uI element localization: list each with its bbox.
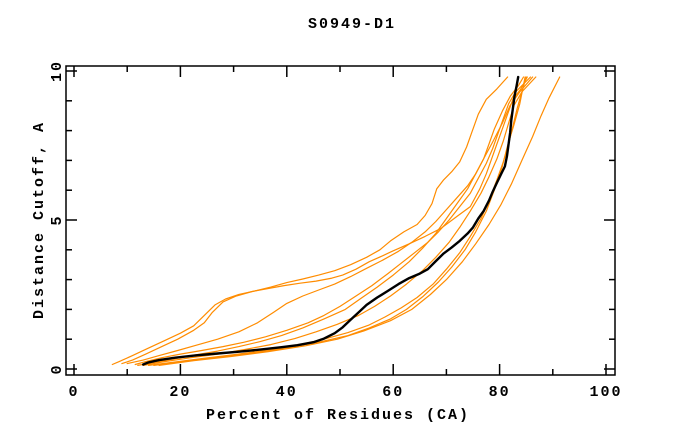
axis-ticks (66, 66, 615, 375)
series-line-reference-8 (153, 76, 526, 366)
y-tick-label: 10 (49, 60, 66, 82)
x-tick-label: 80 (489, 384, 511, 401)
x-tick-label: 40 (276, 384, 298, 401)
y-axis-label: Distance Cutoff, A (31, 121, 48, 319)
series-line-model-black (141, 75, 520, 366)
series-line-reference-9 (158, 76, 561, 366)
x-tick-label: 0 (68, 384, 79, 401)
series-line-reference-6 (142, 76, 537, 366)
series-line-reference-3 (126, 76, 525, 365)
x-axis-label: Percent of Residues (CA) (206, 407, 470, 424)
data-series (111, 75, 561, 366)
series-line-reference-4 (134, 76, 532, 366)
x-tick-label: 100 (589, 384, 622, 401)
x-tick-label: 20 (169, 384, 191, 401)
y-tick-label: 0 (49, 363, 66, 374)
y-tick-label: 5 (49, 214, 66, 225)
series-line-reference-1 (111, 76, 509, 366)
x-tick-label: 60 (382, 384, 404, 401)
series-line-reference-2 (121, 76, 528, 365)
series-line-reference-5 (137, 76, 534, 366)
y-tick-labels: 0 5 10 (49, 60, 66, 375)
plot-title: S0949-D1 (308, 16, 396, 33)
x-tick-labels: 0 20 40 60 80 100 (68, 384, 622, 401)
